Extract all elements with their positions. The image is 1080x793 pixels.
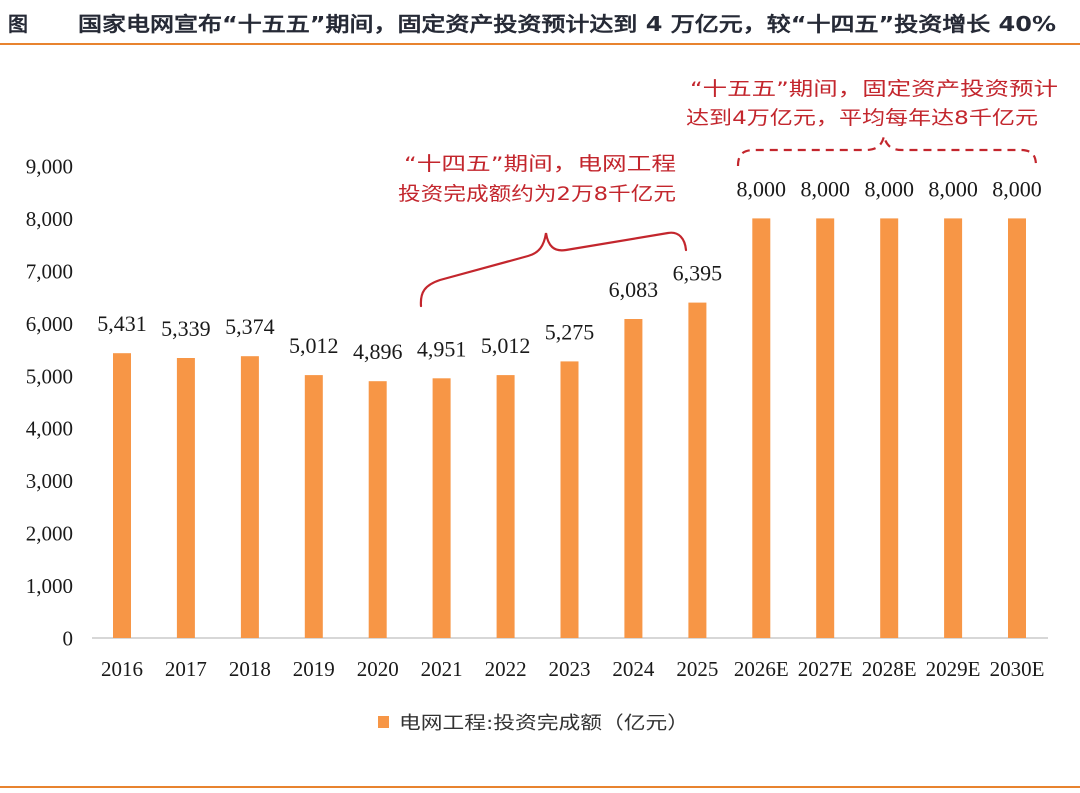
x-tick-label-2029e: 2029E [926,657,981,681]
bar-chart: 0 1,000 2,000 3,000 4,000 5,000 6,000 7,000 8,00… [26,155,1048,681]
data-label-2018: 5,374 [225,314,275,339]
data-label-2028e: 8,000 [864,176,914,201]
y-axis-tick-labels: 0 1,000 2,000 3,000 4,000 5,000 6,000 7,000 8,00… [26,155,73,651]
bar-2021 [432,378,451,638]
bar-2016 [113,353,131,638]
data-label-2024: 6,083 [609,277,659,302]
fourteenth-plan-annotation-line-2: 投资完成额约为2万8千亿元 [398,183,676,205]
bar-2024 [624,319,643,638]
data-label-2020: 4,896 [353,339,403,364]
fifteenth-plan-annotation-line-2: 达到4万亿元，平均每年达8千亿元 [686,107,1038,129]
legend-swatch [378,716,389,728]
bar-2018 [240,356,259,638]
data-label-2022: 5,012 [481,333,531,358]
x-tick-label-2027e: 2027E [798,657,853,681]
bar-2026e [752,218,771,638]
fourteenth-plan-annotation-line-1: “十四五”期间，电网工程 [404,153,676,175]
bar-2030e [1008,218,1026,638]
legend: 电网工程:投资完成额（亿元） [378,713,689,734]
data-label-2026e: 8,000 [737,176,787,201]
data-label-2027e: 8,000 [800,176,850,201]
data-label-2030e: 8,000 [992,176,1042,201]
x-tick-label-2023: 2023 [549,657,591,681]
bar-2029e [944,218,963,638]
data-label-2019: 5,012 [289,333,339,358]
y-tick-label-6000: 6,000 [26,312,73,336]
y-tick-label-5000: 5,000 [26,364,73,388]
y-tick-label-9000: 9,000 [26,155,73,179]
fifteenth-plan-annotation: “十五五”期间，固定资产投资预计 达到4万亿元，平均每年达8千亿元 [686,78,1058,167]
bar-2017 [176,358,195,638]
fifteenth-plan-dashed-brace [736,135,1038,167]
x-tick-label-2018: 2018 [229,657,271,681]
x-tick-label-2028e: 2028E [862,657,917,681]
y-tick-label-7000: 7,000 [26,259,73,283]
y-tick-label-1000: 1,000 [26,574,73,598]
x-tick-label-2026e: 2026E [734,657,789,681]
data-label-2029e: 8,000 [928,176,978,201]
bar-2022 [496,375,515,638]
y-tick-label-3000: 3,000 [26,469,73,493]
bar-2025 [688,302,707,638]
x-tick-label-2030e: 2030E [990,657,1045,681]
y-tick-label-4000: 4,000 [26,417,73,441]
y-tick-label-2000: 2,000 [26,522,73,546]
figure-label: 图 [8,12,28,36]
bar-series [113,218,1026,638]
x-tick-label-2017: 2017 [165,657,207,681]
legend-label: 电网工程:投资完成额（亿元） [399,713,689,734]
data-label-2023: 5,275 [545,319,595,344]
x-tick-label-2025: 2025 [676,657,718,681]
bar-2019 [304,375,323,638]
figure-title: 国家电网宣布“十五五”期间，固定资产投资预计达到 4 万亿元，较“十四五”投资增… [78,12,1056,36]
fourteenth-plan-brace [419,231,688,308]
x-tick-label-2021: 2021 [421,657,463,681]
data-label-2017: 5,339 [161,316,211,341]
bar-2027e [816,218,835,638]
x-tick-label-2022: 2022 [485,657,527,681]
figure-header: 图 国家电网宣布“十五五”期间，固定资产投资预计达到 4 万亿元，较“十四五”投… [0,12,1080,45]
data-label-2016: 5,431 [97,311,147,336]
fourteenth-plan-annotation: “十四五”期间，电网工程 投资完成额约为2万8千亿元 [398,153,688,308]
x-tick-label-2020: 2020 [357,657,399,681]
bar-2028e [880,218,899,638]
y-tick-label-0: 0 [63,627,74,651]
bar-data-labels: 5,431 5,339 5,374 5,012 4,896 4,951 5,012 5,275… [97,176,1042,364]
fifteenth-plan-annotation-line-1: “十五五”期间，固定资产投资预计 [690,78,1058,100]
bar-2020 [368,381,387,638]
data-label-2021: 4,951 [417,336,467,361]
bar-2023 [560,361,579,638]
y-tick-label-8000: 8,000 [26,207,73,231]
x-tick-label-2019: 2019 [293,657,335,681]
x-tick-label-2024: 2024 [612,657,655,681]
x-axis-tick-labels: 2016 2017 2018 2019 2020 2021 2022 2023 2024 2025… [101,657,1044,681]
data-label-2025: 6,395 [673,261,723,286]
x-tick-label-2016: 2016 [101,657,143,681]
